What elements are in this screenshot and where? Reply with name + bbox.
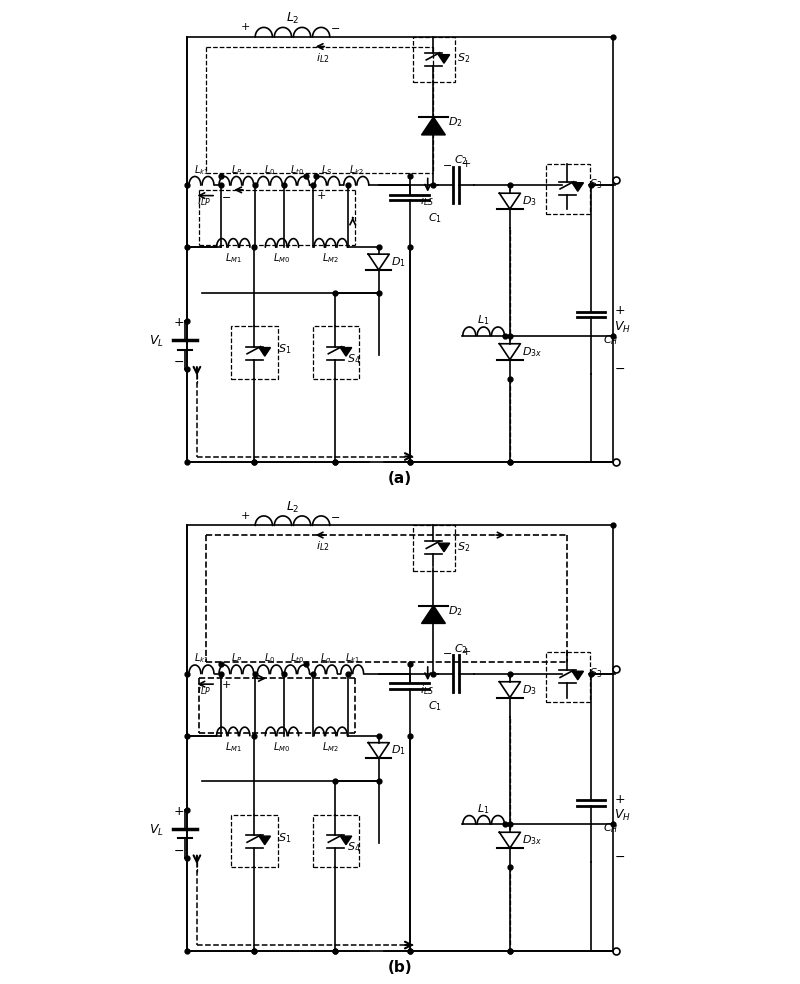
Text: $+$: $+$ [614,304,625,317]
Text: $S_2$: $S_2$ [458,51,470,65]
Text: $+$: $+$ [461,646,471,657]
Text: $S_1$: $S_1$ [278,830,291,844]
Text: $L_{t0}$: $L_{t0}$ [290,651,304,665]
Polygon shape [340,347,352,356]
Text: $+$: $+$ [173,316,184,329]
Polygon shape [438,55,450,63]
Text: +: + [241,23,250,32]
Text: $V_H$: $V_H$ [614,320,631,335]
Text: $C_2$: $C_2$ [454,154,468,167]
Text: $S_3$: $S_3$ [590,177,602,191]
Bar [231,815,278,867]
Text: $D_{3x}$: $D_{3x}$ [522,833,542,847]
Text: $-$: $-$ [173,355,184,368]
Text: $-$: $-$ [330,511,341,521]
Text: $i_{LP}$: $i_{LP}$ [197,194,211,208]
Text: $C_1$: $C_1$ [428,211,442,224]
Text: $L_{M1}$: $L_{M1}$ [225,740,242,754]
Text: $-$: $-$ [173,843,184,857]
Polygon shape [422,117,446,135]
Text: $V_L$: $V_L$ [149,335,163,349]
Text: $-$: $-$ [221,192,231,202]
Text: $i_{LP}$: $i_{LP}$ [197,683,211,697]
Text: $D_3$: $D_3$ [522,194,537,208]
Polygon shape [422,605,446,624]
Text: $L_0$: $L_0$ [264,163,275,177]
Text: $D_2$: $D_2$ [448,604,462,618]
Text: $i_{L2}$: $i_{L2}$ [315,51,329,65]
Bar [313,326,359,379]
Text: $L_{k1}$: $L_{k1}$ [345,651,360,665]
Polygon shape [572,183,583,191]
Text: $L_{M2}$: $L_{M2}$ [322,740,339,754]
Text: $+$: $+$ [461,158,471,169]
Bar [414,37,455,83]
Text: $-$: $-$ [614,850,625,863]
Polygon shape [259,347,270,356]
Text: $L_{k1}$: $L_{k1}$ [194,651,209,665]
Text: $S_4$: $S_4$ [347,352,361,366]
Text: $L_{M2}$: $L_{M2}$ [322,252,339,266]
Text: $L_P$: $L_P$ [230,651,242,665]
Text: $V_L$: $V_L$ [149,823,163,837]
Text: $L_1$: $L_1$ [478,802,490,816]
Bar [313,815,359,867]
Text: $D_1$: $D_1$ [390,744,406,758]
Text: $S_3$: $S_3$ [590,666,602,680]
Text: $-$: $-$ [442,159,452,169]
Polygon shape [340,836,352,844]
Bar [414,525,455,571]
Polygon shape [572,671,583,680]
Text: $L_{M1}$: $L_{M1}$ [225,252,242,266]
Text: $S_1$: $S_1$ [278,342,291,356]
Text: $C_1$: $C_1$ [428,700,442,713]
Bar [546,163,590,214]
Text: $S_4$: $S_4$ [347,840,361,854]
Text: $L_{k1}$: $L_{k1}$ [194,163,209,177]
Text: (a): (a) [388,471,412,486]
Text: $C_H$: $C_H$ [603,333,618,346]
Text: $+$: $+$ [316,191,326,202]
Polygon shape [438,543,450,552]
Text: $C_H$: $C_H$ [603,822,618,835]
Text: $L_2$: $L_2$ [286,500,299,515]
Text: $L_0$: $L_0$ [264,651,275,665]
Text: $-$: $-$ [614,361,625,375]
Text: $L_2$: $L_2$ [286,12,299,27]
Polygon shape [259,836,270,844]
Text: $i_{LS}$: $i_{LS}$ [420,683,434,697]
Text: $V_H$: $V_H$ [614,809,631,824]
Text: $C_2$: $C_2$ [454,643,468,656]
Text: +: + [241,511,250,521]
Text: $+$: $+$ [221,679,231,690]
Text: $D_{3x}$: $D_{3x}$ [522,344,542,358]
Text: $i_{L2}$: $i_{L2}$ [315,539,329,553]
Text: $L_{M0}$: $L_{M0}$ [274,740,290,754]
Text: $+$: $+$ [614,793,625,806]
Text: $-$: $-$ [442,647,452,657]
Text: $D_2$: $D_2$ [448,115,462,129]
Text: $D_3$: $D_3$ [522,683,537,697]
Text: $D_1$: $D_1$ [390,255,406,269]
Text: $S_2$: $S_2$ [458,540,470,554]
Text: $L_{M0}$: $L_{M0}$ [274,252,290,266]
Text: $+$: $+$ [173,805,184,818]
Text: $L_S$: $L_S$ [322,163,333,177]
Text: $L_{t0}$: $L_{t0}$ [290,163,304,177]
Text: $-$: $-$ [330,23,341,32]
Bar [546,652,590,703]
Text: $L_g$: $L_g$ [320,652,332,666]
Text: $L_P$: $L_P$ [230,163,242,177]
Text: $i_{LS}$: $i_{LS}$ [420,194,434,208]
Text: $L_1$: $L_1$ [478,314,490,328]
Text: $L_{k2}$: $L_{k2}$ [349,163,364,177]
Bar [231,326,278,379]
Text: (b): (b) [388,959,412,975]
